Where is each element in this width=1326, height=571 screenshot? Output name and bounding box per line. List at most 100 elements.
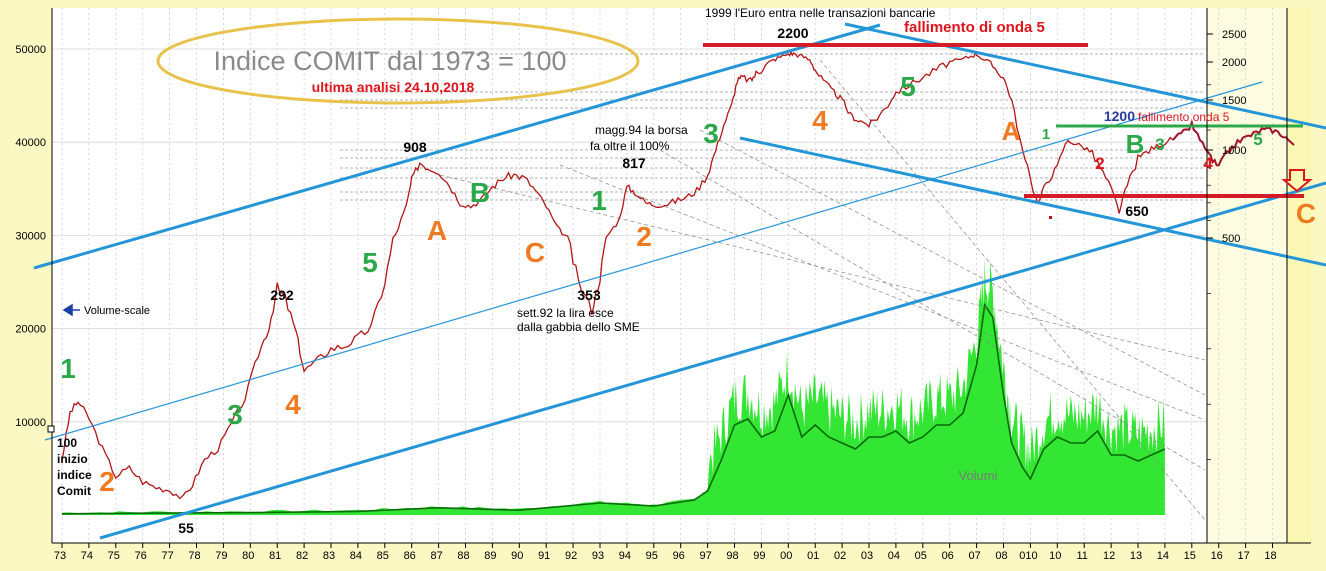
trend-guide bbox=[559, 164, 1206, 421]
price-layer bbox=[61, 50, 1295, 500]
x-tick-label: 75 bbox=[108, 550, 120, 562]
x-tick-label: 08 bbox=[995, 550, 1007, 562]
x-tick-label: 93 bbox=[592, 550, 604, 562]
trend-guide bbox=[659, 149, 1206, 471]
annotation: fa oltre il 100% bbox=[590, 139, 670, 153]
title-oval bbox=[156, 17, 640, 105]
x-tick-label: 81 bbox=[269, 550, 281, 562]
x-tick-label: 11 bbox=[1076, 550, 1087, 562]
y-left-tick-label: 10000 bbox=[15, 417, 46, 429]
x-tick-label: 79 bbox=[215, 550, 227, 562]
x-tick-label: 74 bbox=[81, 550, 93, 562]
y-right-tick-label: 2000 bbox=[1222, 57, 1246, 69]
wave-label: C bbox=[525, 237, 545, 268]
wave-label: 1 bbox=[60, 353, 76, 384]
x-tick-label: 90 bbox=[511, 550, 523, 562]
x-tick-label: 16 bbox=[1211, 550, 1223, 562]
x-tick-label: 07 bbox=[968, 550, 980, 562]
wave-label: 3 bbox=[703, 118, 719, 149]
x-tick-label: 87 bbox=[430, 550, 442, 562]
x-tick-label: 02 bbox=[834, 550, 846, 562]
annotation: 817 bbox=[622, 155, 646, 171]
trend-channel-line bbox=[33, 23, 881, 270]
last-column-band bbox=[1287, 8, 1311, 543]
x-tick-label: 95 bbox=[646, 550, 658, 562]
wave-label: 5 bbox=[362, 247, 378, 278]
wave-label: C bbox=[1296, 198, 1316, 229]
annotation: sett.92 la lira esce bbox=[517, 306, 614, 320]
x-tick-label: 80 bbox=[242, 550, 254, 562]
x-tick-label: 06 bbox=[942, 550, 954, 562]
labels: Volume-scale Indice COMIT dal 1973 = 100 u… bbox=[47, 6, 1316, 536]
x-tick-label: 77 bbox=[161, 550, 173, 562]
wave-label: 5 bbox=[900, 71, 916, 102]
annotation: 2200 bbox=[777, 25, 808, 41]
x-tick-label: 91 bbox=[538, 550, 550, 562]
x-tick-label: 89 bbox=[484, 550, 496, 562]
x-tick-label: 17 bbox=[1237, 550, 1249, 562]
channel-lines bbox=[33, 8, 1326, 543]
wave-label: B bbox=[470, 177, 490, 208]
axes: 73 74 75 76 77 78 79 80 81 82 83 84 85 86 87 88 89 90 91 92… bbox=[15, 8, 1311, 562]
start-marker bbox=[47, 425, 55, 433]
wave-label: 3 bbox=[1155, 135, 1164, 154]
annotation: inizio bbox=[57, 452, 88, 466]
chart-subtitle: ultima analisi 24.10,2018 bbox=[312, 79, 475, 95]
y-right-tick-label: 1500 bbox=[1222, 95, 1246, 107]
annotation: 1200 bbox=[1104, 108, 1135, 124]
volume-area bbox=[62, 257, 1165, 515]
annotation: fallimento di onda 5 bbox=[904, 19, 1045, 36]
y-left-tick-label: 40000 bbox=[15, 137, 46, 149]
x-tick-label: 03 bbox=[861, 550, 873, 562]
wave-label: 3 bbox=[227, 399, 243, 430]
x-tick-label: 96 bbox=[673, 550, 685, 562]
right-background bbox=[1207, 8, 1287, 543]
wave-label: 4 bbox=[285, 389, 301, 420]
wave-label: 2 bbox=[636, 221, 652, 252]
annotation: Comit bbox=[57, 484, 91, 498]
x-tick-label: 15 bbox=[1184, 550, 1196, 562]
y-right-tick-label: 1000 bbox=[1222, 145, 1246, 157]
x-tick-label: 97 bbox=[699, 550, 711, 562]
annotation: 292 bbox=[270, 287, 294, 303]
trend-guide bbox=[439, 174, 1206, 361]
x-tick-label: 83 bbox=[323, 550, 335, 562]
x-tick-label: 12 bbox=[1103, 550, 1115, 562]
annotation: indice bbox=[57, 468, 92, 482]
trend-channel-line bbox=[739, 136, 1326, 267]
guide-lines bbox=[340, 53, 1206, 521]
wave-label: 2 bbox=[1095, 154, 1104, 173]
horizontal-grid bbox=[52, 48, 1207, 423]
left-arrow-icon bbox=[62, 303, 80, 317]
x-tick-label: 84 bbox=[350, 550, 362, 562]
volume-layer: Volumi bbox=[61, 257, 1166, 515]
chart-title: Indice COMIT dal 1973 = 100 bbox=[214, 46, 567, 76]
x-tick-label: 98 bbox=[726, 550, 738, 562]
x-tick-label: 94 bbox=[619, 550, 631, 562]
x-tick-label: 78 bbox=[188, 550, 200, 562]
wave-label: 5 bbox=[1253, 130, 1262, 149]
x-tick-label: 86 bbox=[404, 550, 416, 562]
x-tick-label: 10 bbox=[1049, 550, 1061, 562]
x-tick-label: 04 bbox=[888, 550, 900, 562]
index-line bbox=[61, 50, 1174, 500]
wave-label: 1 bbox=[1042, 126, 1050, 143]
wave-label: 2 bbox=[99, 466, 115, 497]
x-tick-label: 00 bbox=[780, 550, 792, 562]
volume-average-line bbox=[61, 302, 1166, 515]
x-tick-label: 85 bbox=[377, 550, 389, 562]
wave-label: A bbox=[427, 215, 447, 246]
x-tick-label: 88 bbox=[457, 550, 469, 562]
annotation: 353 bbox=[577, 287, 601, 303]
x-tick-label: 18 bbox=[1264, 550, 1276, 562]
volume-scale-label: Volume-scale bbox=[84, 305, 150, 317]
wave-label: 4 bbox=[1203, 154, 1213, 173]
x-tick-label: 01 bbox=[807, 550, 819, 562]
wave-label: B bbox=[1126, 129, 1145, 159]
low-marker bbox=[1049, 216, 1052, 219]
wave-label: A bbox=[1002, 116, 1021, 146]
annotation: 908 bbox=[403, 139, 427, 155]
x-tick-label: 73 bbox=[54, 550, 66, 562]
annotation: magg.94 la borsa bbox=[595, 123, 688, 137]
